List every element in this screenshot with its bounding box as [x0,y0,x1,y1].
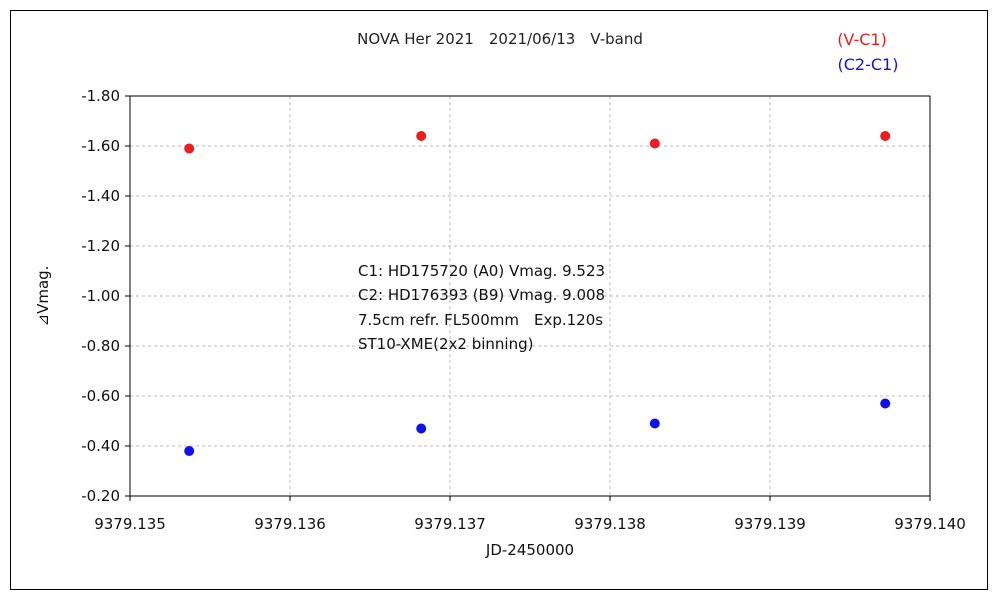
point-c2-c1 [416,423,427,434]
observation-notes: C1: HD175720 (A0) Vmag. 9.523 C2: HD1763… [358,262,605,353]
point-v-c1 [880,131,891,141]
y-tick-label: -1.00 [81,287,120,305]
chart-title: NOVA Her 2021 2021/06/13 V-band [357,30,643,48]
x-tick-label: 9379.135 [94,515,166,533]
point-v-c1 [649,138,660,149]
y-tick-label: -0.60 [81,387,120,405]
y-axis-label: ⊿Vmag. [34,266,52,327]
y-tick-label: -0.80 [81,337,120,355]
y-axis-ticks: -1.80 -1.60 -1.40 -1.20 -1.00 -0.80 -0.60 -0.40… [81,87,130,505]
note-telescope: 7.5cm refr. FL500mm Exp.120s [358,311,603,329]
y-tick-label: -0.20 [81,487,120,505]
x-tick-label: 9379.140 [894,515,966,533]
x-tick-label: 9379.139 [734,515,806,533]
x-axis-label: JD-2450000 [485,541,574,559]
data-points [184,131,891,456]
point-v-c1 [416,131,427,141]
chart-frame [10,10,988,590]
legend-entry-c2-c1: (C2-C1) [838,55,899,74]
point-c2-c1 [880,398,891,409]
y-tick-label: -1.80 [81,87,120,105]
legend: (V-C1) (C2-C1) [837,30,898,74]
x-tick-label: 9379.138 [574,515,646,533]
y-tick-label: -0.40 [81,437,120,455]
y-tick-label: -1.40 [81,187,120,205]
x-tick-label: 9379.137 [414,515,486,533]
x-tick-label: 9379.136 [254,515,326,533]
note-camera: ST10-XME(2x2 binning) [358,335,533,353]
y-tick-label: -1.60 [81,137,120,155]
note-c2: C2: HD176393 (B9) Vmag. 9.008 [358,286,605,304]
point-c2-c1 [649,418,660,429]
point-v-c1 [184,143,195,154]
plot-area [129,95,931,497]
y-tick-label: -1.20 [81,237,120,255]
x-axis-ticks: 9379.135 9379.136 9379.137 9379.138 9379.139… [94,496,966,533]
point-c2-c1 [184,446,195,456]
legend-entry-v-c1: (V-C1) [837,30,887,49]
note-c1: C1: HD175720 (A0) Vmag. 9.523 [358,262,605,280]
grid-lines [130,96,930,496]
